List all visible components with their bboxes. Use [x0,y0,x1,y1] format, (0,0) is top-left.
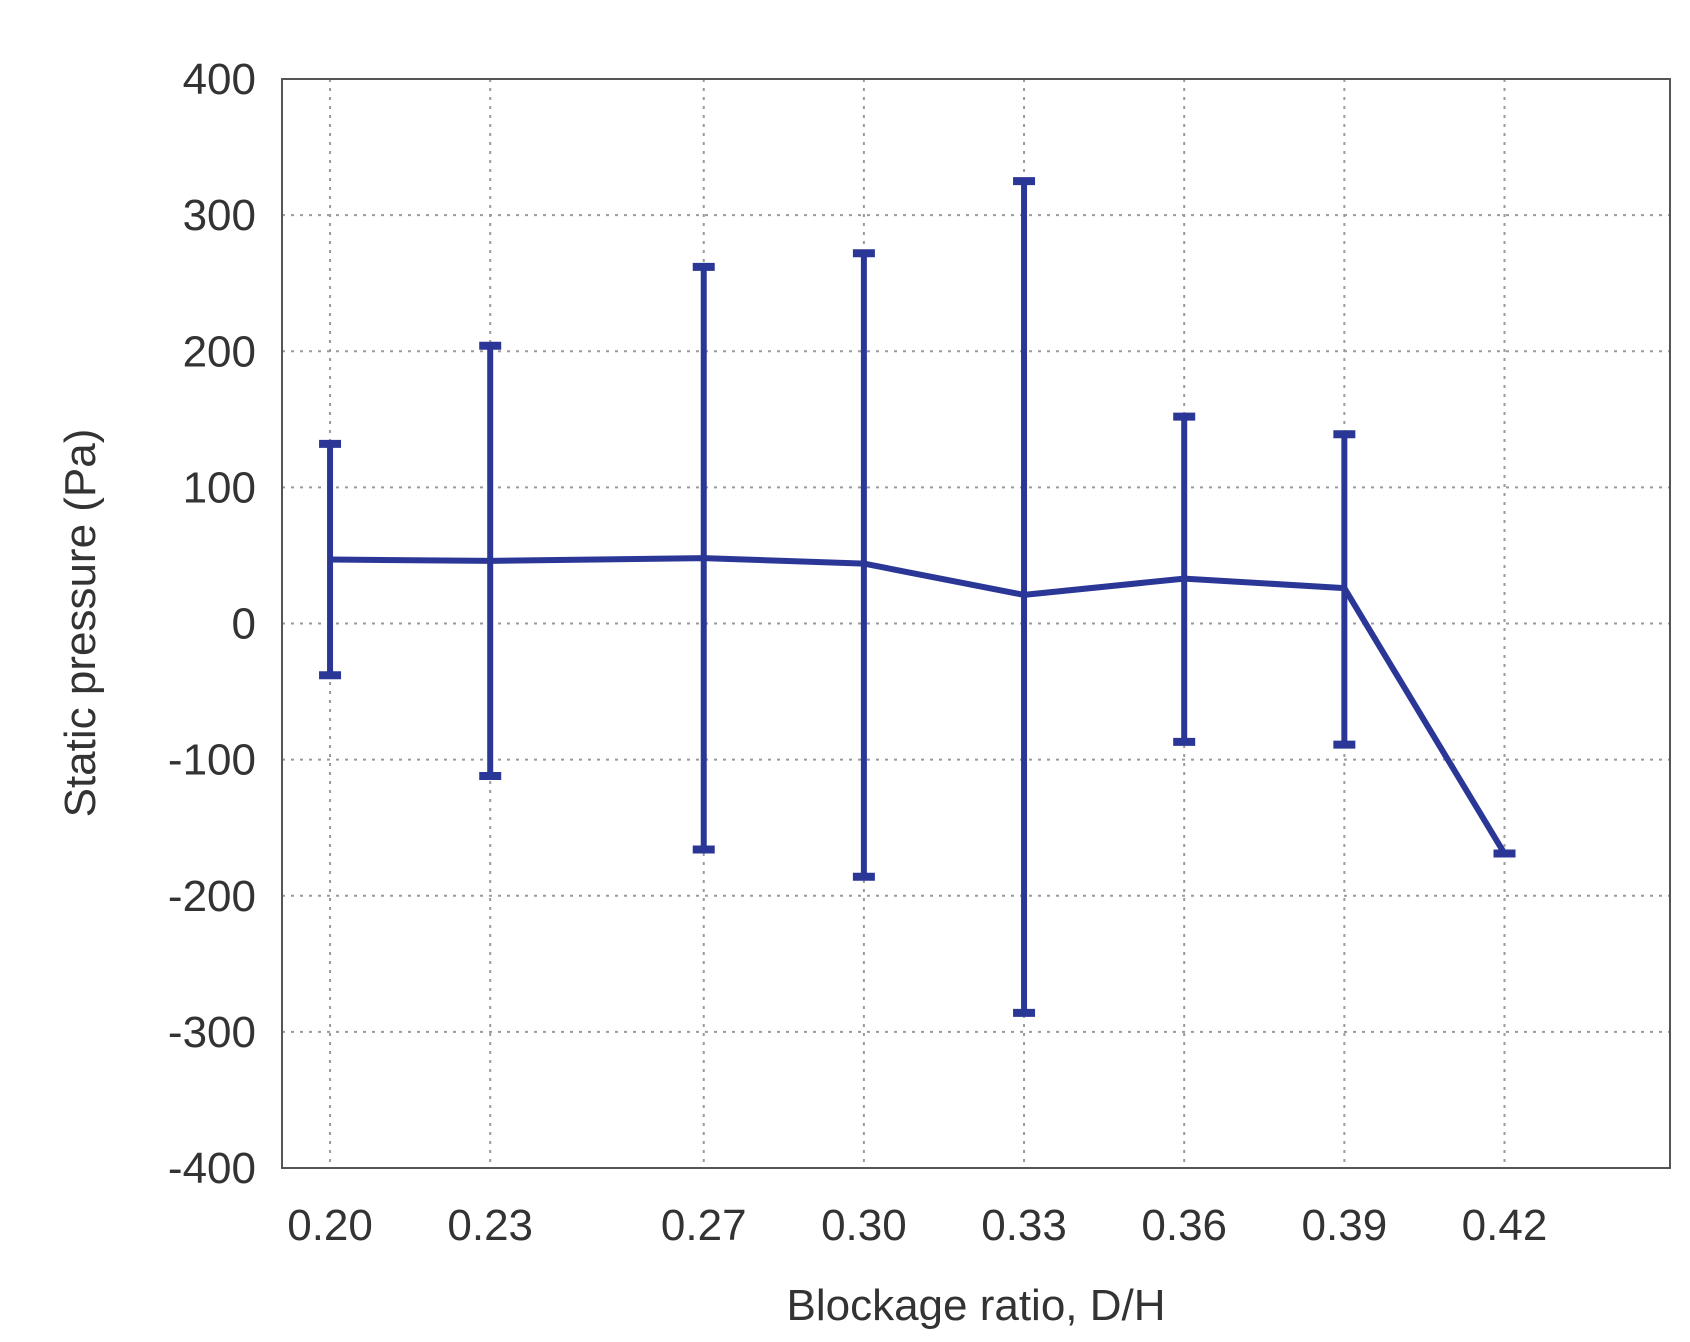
y-axis-label: Static pressure (Pa) [56,429,105,818]
x-tick-label: 0.33 [981,1201,1067,1250]
y-tick-label: 300 [183,191,256,240]
x-tick-label: 0.20 [287,1201,373,1250]
y-tick-label: -100 [168,736,256,785]
x-tick-label: 0.27 [661,1201,747,1250]
y-tick-label: -300 [168,1008,256,1057]
y-tick-label: -400 [168,1144,256,1193]
x-tick-label: 0.36 [1141,1201,1227,1250]
y-tick-label: -200 [168,872,256,921]
x-tick-label: 0.23 [447,1201,533,1250]
x-tick-label: 0.42 [1462,1201,1548,1250]
y-tick-label: 100 [183,463,256,512]
x-ticks-layer: 0.20 0.23 0.27 0.30 0.33 0.36 0.39 0.42 [287,1201,1547,1250]
y-tick-label: 400 [183,55,256,104]
x-tick-label: 0.39 [1302,1201,1388,1250]
y-tick-label: 0 [232,600,256,649]
series-line [330,555,1508,856]
y-tick-label: 200 [183,327,256,376]
x-tick-label: 0.30 [821,1201,907,1250]
x-axis-label: Blockage ratio, D/H [786,1281,1165,1330]
errorbar-layer [319,177,1516,1017]
y-ticks-layer: 400 300 200 100 0 -100 -200 -300 -400 [168,55,256,1193]
plot-frame [281,78,1671,1169]
